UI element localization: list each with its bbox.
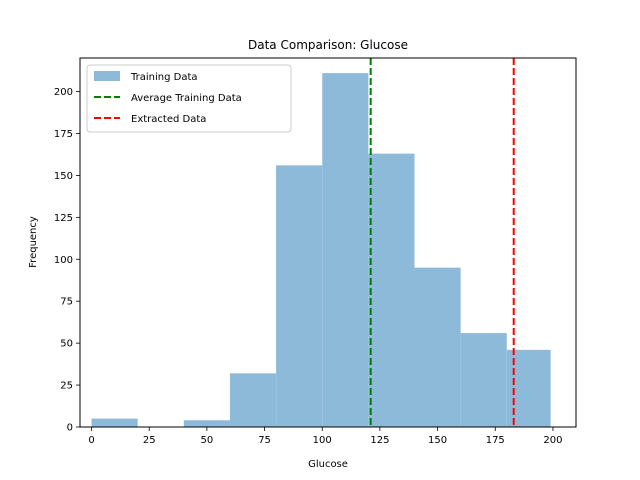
legend-label: Extracted Data xyxy=(131,114,206,125)
plot-frame xyxy=(79,57,577,428)
x-tick-label: 0 xyxy=(88,435,94,446)
y-tick-label: 25 xyxy=(60,381,73,392)
legend-swatch-training-data xyxy=(94,71,120,81)
x-tick-label: 75 xyxy=(258,435,271,446)
x-tick-label: 175 xyxy=(486,435,505,446)
y-tick-label: 75 xyxy=(60,297,73,308)
histogram-bar xyxy=(322,73,369,427)
histogram-bar xyxy=(460,333,507,427)
legend: Training Data Average Training Data Extrac… xyxy=(86,64,292,133)
chart-title: Data Comparison: Glucose xyxy=(248,38,408,52)
reference-lines xyxy=(369,58,515,427)
histogram-bars xyxy=(91,73,551,427)
histogram-bar xyxy=(276,165,323,427)
histogram-bar xyxy=(414,267,461,427)
y-axis-ticks: 0 25 50 75 100 125 150 175 200 xyxy=(54,87,80,434)
y-tick-label: 200 xyxy=(54,87,73,98)
histogram-bar xyxy=(368,153,415,427)
x-tick-label: 200 xyxy=(543,435,562,446)
y-tick-label: 50 xyxy=(60,339,73,350)
y-tick-label: 150 xyxy=(54,171,73,182)
x-tick-label: 100 xyxy=(313,435,332,446)
legend-box xyxy=(86,64,292,133)
histogram-bar xyxy=(91,418,138,427)
y-tick-label: 175 xyxy=(54,129,73,140)
x-axis-label: Glucose xyxy=(308,459,348,470)
histogram-bar xyxy=(183,420,230,427)
x-axis-ticks: 0 25 50 75 100 125 150 175 200 xyxy=(88,427,562,446)
x-tick-label: 150 xyxy=(428,435,447,446)
histogram-bar xyxy=(229,373,277,427)
x-tick-label: 25 xyxy=(143,435,156,446)
y-axis-label: Frequency xyxy=(28,216,39,268)
y-tick-label: 0 xyxy=(67,423,73,434)
y-tick-label: 125 xyxy=(54,213,73,224)
x-tick-label: 50 xyxy=(201,435,214,446)
x-tick-label: 125 xyxy=(370,435,389,446)
legend-label: Training Data xyxy=(130,72,198,83)
legend-label: Average Training Data xyxy=(131,93,242,104)
y-tick-label: 100 xyxy=(54,255,73,266)
